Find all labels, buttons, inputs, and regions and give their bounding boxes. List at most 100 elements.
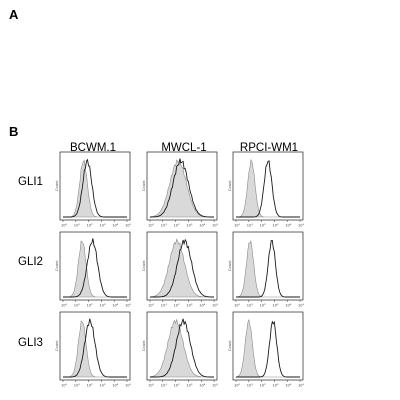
- row-title-gli1: GLI1: [18, 176, 43, 188]
- control-histogram: [63, 159, 127, 218]
- x-tick-label: 10²: [87, 304, 94, 308]
- x-tick-label: 10¹: [74, 304, 81, 308]
- x-tick-label: 10⁴: [199, 384, 206, 388]
- histogram-panel-gli3-rpciwm1: 10⁰ 10¹ 10² 10³ 10⁴ 10⁵ Count: [228, 311, 305, 388]
- y-axis-label: Count: [55, 260, 59, 271]
- x-tick-label: 10⁵: [125, 224, 132, 228]
- plot-frame: [59, 151, 131, 221]
- y-axis-label: Count: [142, 180, 146, 191]
- x-tick-label: 10⁰: [61, 224, 68, 228]
- x-tick-label: 10⁵: [298, 384, 305, 388]
- x-tick-label: 10²: [260, 224, 267, 228]
- x-tick-label: 10⁴: [112, 384, 119, 388]
- histogram-panel-gli2-rpciwm1: 10⁰ 10¹ 10² 10³ 10⁴ 10⁵ Count: [228, 231, 305, 308]
- x-tick-label: 10²: [174, 224, 181, 228]
- x-tick-label: 10³: [99, 224, 106, 228]
- x-tick-label: 10³: [272, 304, 279, 308]
- histogram-panel-gli3-bcwm1: 10⁰ 10¹ 10² 10³ 10⁴ 10⁵ Count: [55, 311, 132, 388]
- panel-b-label: B: [9, 124, 19, 139]
- y-axis-label: Count: [55, 340, 59, 351]
- x-tick-label: 10²: [260, 304, 267, 308]
- x-tick-label: 10³: [272, 224, 279, 228]
- x-tick-label: 10¹: [161, 304, 168, 308]
- stained-histogram: [63, 318, 127, 378]
- x-tick-label: 10²: [87, 384, 94, 388]
- y-axis-label: Count: [228, 340, 232, 351]
- plot-frame: [146, 151, 218, 221]
- plot-frame: [59, 311, 131, 381]
- plot-frame: [232, 151, 304, 221]
- row-title-gli2: GLI2: [18, 256, 43, 268]
- control-histogram: [235, 319, 300, 378]
- x-tick-label: 10⁰: [234, 224, 241, 228]
- histogram-panel-gli2-bcwm1: 10⁰ 10¹ 10² 10³ 10⁴ 10⁵ Count: [55, 231, 132, 308]
- x-tick-label: 10⁰: [61, 384, 68, 388]
- column-title-rpciwm1: RPCI-WM1: [239, 142, 299, 154]
- stained-histogram: [236, 320, 300, 378]
- y-axis-label: Count: [142, 340, 146, 351]
- plot-frame: [232, 231, 304, 301]
- stained-histogram: [63, 238, 127, 298]
- x-tick-label: 10³: [186, 304, 193, 308]
- x-tick-label: 10⁵: [125, 304, 132, 308]
- x-tick-label: 10³: [186, 384, 193, 388]
- stained-histogram: [150, 158, 214, 218]
- control-histogram: [149, 238, 214, 298]
- x-tick-label: 10⁴: [199, 224, 206, 228]
- x-tick-label: 10⁵: [212, 384, 219, 388]
- control-histogram: [63, 320, 127, 378]
- x-tick-label: 10⁴: [285, 384, 292, 388]
- y-axis-label: Count: [228, 180, 232, 191]
- x-tick-label: 10⁰: [234, 384, 241, 388]
- x-tick-label: 10³: [99, 384, 106, 388]
- x-tick-label: 10⁵: [298, 224, 305, 228]
- x-tick-label: 10³: [272, 384, 279, 388]
- plot-frame: [146, 231, 218, 301]
- y-axis-label: Count: [55, 180, 59, 191]
- x-tick-label: 10⁴: [112, 224, 119, 228]
- y-axis-label: Count: [228, 260, 232, 271]
- x-tick-label: 10²: [87, 224, 94, 228]
- plot-frame: [146, 311, 218, 381]
- x-tick-label: 10⁵: [125, 384, 132, 388]
- x-tick-label: 10²: [174, 384, 181, 388]
- x-tick-label: 10⁴: [285, 224, 292, 228]
- x-tick-label: 10⁵: [212, 304, 219, 308]
- x-tick-label: 10⁵: [298, 304, 305, 308]
- y-axis-label: Count: [142, 260, 146, 271]
- column-title-bcwm1: BCWM.1: [70, 142, 116, 154]
- x-tick-label: 10⁰: [148, 224, 155, 228]
- x-tick-label: 10⁴: [112, 304, 119, 308]
- x-tick-label: 10¹: [74, 224, 81, 228]
- plot-frame: [232, 311, 304, 381]
- control-histogram: [236, 158, 300, 218]
- x-tick-label: 10¹: [247, 224, 254, 228]
- x-tick-label: 10⁰: [234, 304, 241, 308]
- histogram-panel-gli1-bcwm1: 10⁰ 10¹ 10² 10³ 10⁴ 10⁵ Count: [55, 151, 132, 228]
- x-tick-label: 10⁰: [148, 304, 155, 308]
- x-tick-label: 10³: [186, 224, 193, 228]
- stained-histogram: [150, 318, 214, 378]
- histogram-panel-gli3-mwcl1: 10⁰ 10¹ 10² 10³ 10⁴ 10⁵ Count: [142, 311, 219, 388]
- x-tick-label: 10¹: [161, 384, 168, 388]
- histogram-panel-gli1-rpciwm1: 10⁰ 10¹ 10² 10³ 10⁴ 10⁵ Count: [228, 151, 305, 228]
- x-tick-label: 10¹: [247, 384, 254, 388]
- stained-histogram: [63, 158, 127, 218]
- x-tick-label: 10³: [99, 304, 106, 308]
- x-tick-label: 10⁴: [285, 304, 292, 308]
- control-histogram: [149, 318, 214, 378]
- stained-histogram: [150, 238, 214, 298]
- panel-a-label: A: [9, 7, 19, 22]
- x-tick-label: 10¹: [74, 384, 81, 388]
- row-title-gli3: GLI3: [18, 337, 43, 349]
- column-title-mwcl1: MWCL-1: [161, 142, 207, 154]
- x-tick-label: 10²: [174, 304, 181, 308]
- stained-histogram: [236, 240, 300, 298]
- stained-histogram: [236, 160, 300, 218]
- histogram-panel-gli2-mwcl1: 10⁰ 10¹ 10² 10³ 10⁴ 10⁵ Count: [142, 231, 219, 308]
- x-tick-label: 10⁵: [212, 224, 219, 228]
- plot-frame: [59, 231, 131, 301]
- control-histogram: [149, 158, 214, 218]
- x-tick-label: 10²: [260, 384, 267, 388]
